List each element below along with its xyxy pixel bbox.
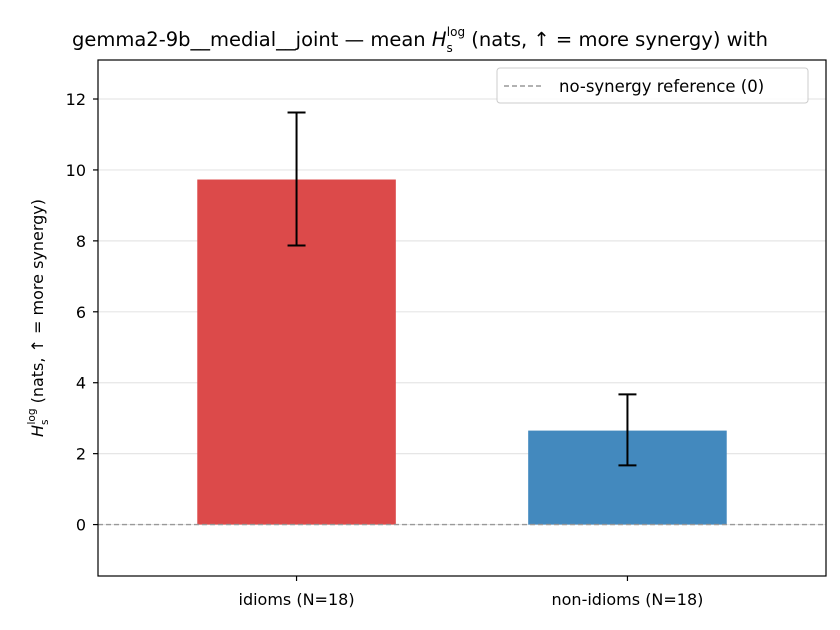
chart-title: gemma2-9b__medial__joint — mean Hslog (n… <box>72 25 768 55</box>
y-tick-label-8: 8 <box>76 232 86 251</box>
error-bar-0 <box>287 111 306 247</box>
x-tick-label-0: idioms (N=18) <box>239 590 355 609</box>
legend-box <box>496 67 809 104</box>
bars <box>197 179 727 525</box>
legend-label: no-synergy reference (0) <box>559 77 764 96</box>
legend: no-synergy reference (0) <box>496 67 809 104</box>
error-bar-1 <box>618 393 637 467</box>
x-axis-ticks: idioms (N=18) non-idioms (N=18) <box>239 576 704 609</box>
y-axis-ticks: 0 2 4 6 8 10 12 <box>66 90 98 535</box>
y-axis-label: Hslog (nats, ↑ = more synergy) <box>26 199 51 437</box>
plot-frame <box>97 59 827 577</box>
error-bars <box>287 111 637 467</box>
y-tick-label-4: 4 <box>76 374 86 393</box>
y-tick-label-10: 10 <box>66 161 86 180</box>
y-tick-label-12: 12 <box>66 90 86 109</box>
x-tick-label-1: non-idioms (N=18) <box>552 590 704 609</box>
y-tick-label-0: 0 <box>76 516 86 535</box>
y-tick-label-6: 6 <box>76 303 86 322</box>
y-tick-label-2: 2 <box>76 445 86 464</box>
